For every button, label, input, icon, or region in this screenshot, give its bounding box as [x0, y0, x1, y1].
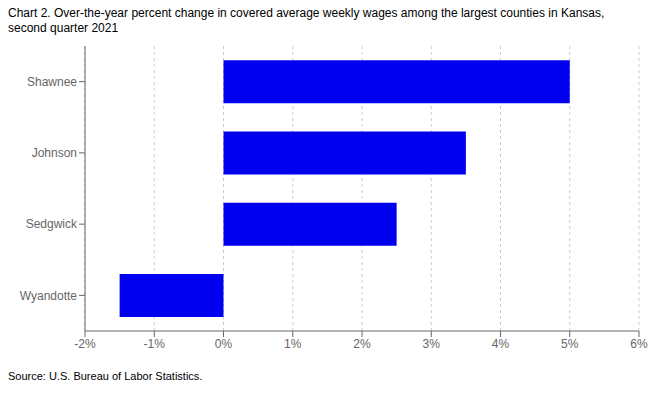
svg-text:Wyandotte: Wyandotte: [20, 289, 78, 303]
html-text:Source: U.S. Bureau of Labor S: Source: U.S. Bureau of Labor Statistics.: [8, 370, 203, 382]
html-text:Chart 2. Over-the-year percent: Chart 2. Over-the-year percent change in…: [8, 6, 605, 20]
svg-text:Sedgwick: Sedgwick: [26, 217, 78, 231]
svg-text:-1%: -1%: [144, 337, 166, 351]
svg-text:Johnson: Johnson: [32, 146, 77, 160]
svg-text:5%: 5%: [561, 337, 579, 351]
svg-text:Shawnee: Shawnee: [27, 75, 77, 89]
svg-text:4%: 4%: [492, 337, 510, 351]
svg-text:1%: 1%: [284, 337, 302, 351]
svg-text:0%: 0%: [215, 337, 233, 351]
svg-text:3%: 3%: [423, 337, 441, 351]
html-text:second quarter 2021: second quarter 2021: [8, 21, 119, 35]
svg-text:2%: 2%: [353, 337, 371, 351]
svg-text:-2%: -2%: [74, 337, 96, 351]
svg-text:6%: 6%: [630, 337, 648, 351]
